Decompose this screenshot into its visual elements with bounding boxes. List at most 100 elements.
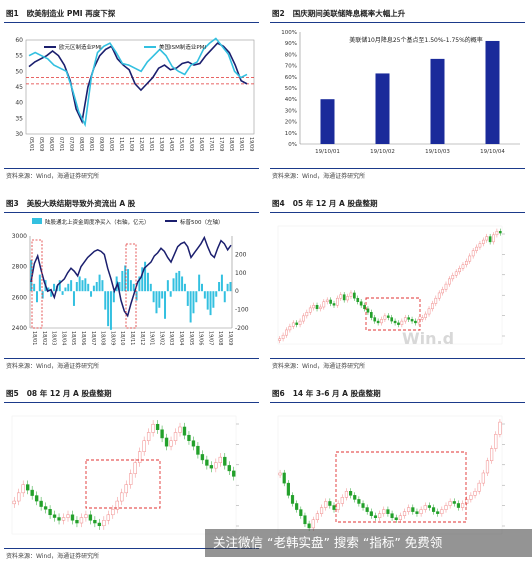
candle	[311, 519, 315, 529]
y-tick-label: 20%	[285, 120, 297, 126]
flow-bar	[152, 291, 155, 303]
flow-bar	[166, 280, 169, 292]
candle	[411, 507, 415, 512]
candle	[427, 308, 431, 315]
flow-bar	[144, 261, 147, 292]
x-tick-label: 13/01	[148, 137, 154, 151]
flow-bar	[64, 287, 67, 292]
x-tick-label: 18/10	[119, 331, 125, 345]
candle	[448, 278, 451, 285]
candle	[160, 429, 164, 439]
candle	[495, 231, 499, 236]
candle	[414, 320, 417, 324]
x-tick-label: 19/07	[207, 331, 213, 345]
candle	[120, 492, 124, 502]
candle	[137, 451, 142, 463]
candle	[369, 312, 373, 318]
y-tick-label: 40	[15, 100, 23, 107]
flow-bar	[118, 282, 121, 292]
flow-bar	[198, 274, 201, 292]
y-tick-label: 0%	[288, 142, 297, 148]
series-line-1	[28, 42, 248, 125]
candle	[155, 423, 160, 430]
flow-bar	[58, 280, 61, 292]
highlight-box	[125, 243, 137, 329]
x-tick-label: 18/03	[51, 331, 57, 345]
x-tick-label: 18/08	[100, 331, 106, 345]
candle	[124, 484, 128, 494]
flow-bar	[30, 259, 33, 292]
flow-bar	[138, 276, 141, 292]
candle	[178, 426, 182, 433]
flow-bar	[212, 291, 215, 308]
candle	[205, 459, 209, 466]
candle	[353, 495, 357, 500]
panel-title: 图6 14 年 3-6 月 A 股盘整期	[272, 388, 381, 399]
candle	[115, 500, 119, 510]
candle	[357, 499, 361, 504]
x-tick-label: 19/04	[178, 331, 184, 345]
flow-bar	[129, 280, 132, 292]
flow-bar	[132, 283, 135, 292]
flow-bar	[178, 270, 181, 292]
candle	[427, 505, 431, 508]
candle	[344, 491, 349, 498]
candle	[79, 517, 84, 524]
candle	[278, 472, 282, 476]
candle	[303, 515, 307, 525]
y-left-tick-label: 2800	[12, 264, 27, 271]
flow-bar	[186, 291, 189, 306]
figure-title: 欧美制造业 PMI 再度下探	[26, 9, 116, 18]
x-tick-label: 09/09	[98, 137, 104, 151]
candle	[146, 432, 151, 441]
flow-bar	[70, 280, 73, 292]
rate-cut-probability-bar-chart: 0% 10% 20% 30% 40% 50% 60% 70% 80% 90% 100% 19/10/0…	[281, 30, 520, 155]
flow-bar	[50, 291, 53, 297]
flow-bar	[35, 291, 38, 303]
legend-label: 美国ISM制造业PMI	[159, 43, 206, 51]
candle	[448, 501, 452, 506]
x-tick-label: 18/02	[41, 331, 47, 345]
candle	[498, 231, 502, 234]
candle	[420, 317, 424, 320]
candle	[359, 301, 363, 306]
x-tick-label: 19/09	[227, 331, 233, 345]
candlestick-chart-2008	[11, 415, 239, 535]
candle	[365, 507, 369, 512]
y-right-tick-label: -100	[235, 307, 249, 314]
x-tick-label: 11/09	[128, 137, 134, 151]
flow-bar	[87, 283, 90, 292]
candle	[437, 292, 441, 299]
candle	[196, 445, 200, 455]
flow-bar	[181, 276, 184, 292]
candle	[209, 465, 214, 469]
candle	[477, 482, 481, 492]
candle	[380, 319, 383, 324]
flow-bar	[164, 291, 167, 319]
source-note: 资料来源：Wind，海通证券研究所	[272, 173, 366, 180]
bar	[430, 58, 445, 144]
x-tick-label: 18/05	[70, 331, 76, 345]
candle	[346, 296, 349, 301]
candle	[490, 448, 494, 462]
flow-bar	[229, 282, 232, 292]
candle	[465, 499, 469, 504]
candle	[332, 303, 336, 306]
candle	[398, 515, 402, 521]
candle	[52, 514, 57, 518]
y-right-tick-label: -200	[235, 325, 249, 332]
candle	[336, 297, 339, 306]
flow-bar	[33, 283, 36, 292]
candle	[308, 307, 312, 313]
y-tick-label: 10%	[285, 131, 297, 137]
plot-frame	[277, 225, 503, 345]
candle	[278, 338, 282, 341]
source-rule	[4, 358, 259, 359]
bar	[320, 99, 335, 144]
flow-bar	[158, 291, 161, 308]
x-tick-label: 15/09	[188, 137, 194, 151]
y-left-tick-label: 3000	[12, 233, 27, 240]
x-tick-label: 19/02	[158, 331, 164, 345]
x-tick-label: 18/09	[109, 331, 115, 345]
flow-bar	[72, 291, 75, 306]
